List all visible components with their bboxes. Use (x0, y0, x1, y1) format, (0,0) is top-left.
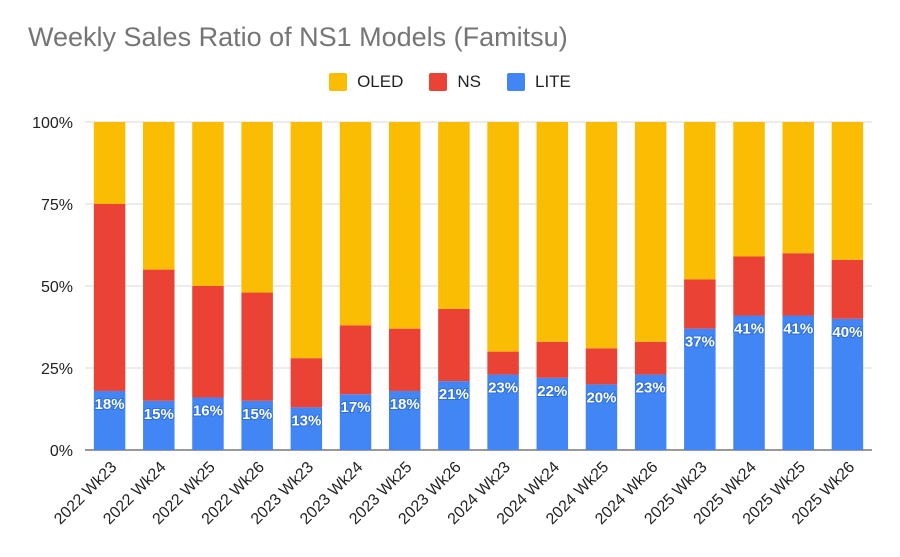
data-label-lite: 18% (390, 396, 420, 413)
data-label-lite: 13% (291, 412, 321, 429)
y-tick-label: 25% (41, 361, 73, 378)
bar-segment-ns (733, 256, 764, 315)
bar-segment-ns (782, 253, 813, 315)
data-label-lite: 40% (832, 324, 862, 341)
bar-segment-ns (192, 286, 223, 398)
bar-segment-ns (143, 270, 174, 401)
bar-segment-oled (241, 122, 272, 293)
bar-segment-ns (537, 342, 568, 378)
bar-segment-ns (586, 348, 617, 384)
data-label-lite: 37% (685, 334, 715, 351)
data-label-lite: 23% (488, 380, 518, 397)
data-label-lite: 15% (242, 406, 272, 423)
data-label-lite: 22% (537, 383, 567, 400)
data-label-lite: 21% (439, 386, 469, 403)
bar-segment-ns (291, 358, 322, 407)
bar-segment-oled (340, 122, 371, 325)
bar-segment-oled (537, 122, 568, 342)
y-tick-label: 75% (41, 197, 73, 214)
bar-segment-ns (832, 260, 863, 319)
y-tick-label: 50% (41, 279, 73, 296)
y-tick-label: 0% (50, 443, 73, 460)
bar-segment-oled (438, 122, 469, 309)
data-label-lite: 23% (636, 380, 666, 397)
bar-segment-oled (389, 122, 420, 329)
bar-segment-ns (94, 204, 125, 391)
bar-segment-ns (684, 279, 715, 328)
bar-segment-oled (782, 122, 813, 253)
bar-segment-oled (143, 122, 174, 270)
bar-segment-ns (340, 325, 371, 394)
bar-segment-oled (832, 122, 863, 260)
bar-segment-ns (438, 309, 469, 381)
bar-segment-oled (635, 122, 666, 342)
data-label-lite: 41% (734, 321, 764, 338)
data-label-lite: 20% (586, 389, 616, 406)
bar-segment-oled (192, 122, 223, 286)
data-label-lite: 41% (783, 321, 813, 338)
data-label-lite: 15% (144, 406, 174, 423)
bar-segment-ns (389, 329, 420, 391)
bar-segment-ns (241, 293, 272, 401)
bar-segment-oled (94, 122, 125, 204)
bar-segment-oled (684, 122, 715, 279)
bar-segment-ns (487, 352, 518, 375)
bar-segment-oled (291, 122, 322, 358)
y-tick-label: 100% (32, 115, 73, 132)
bar-segment-oled (733, 122, 764, 256)
bar-segment-ns (635, 342, 666, 375)
data-label-lite: 16% (193, 403, 223, 420)
bar-segment-oled (586, 122, 617, 348)
data-label-lite: 18% (95, 396, 125, 413)
bar-segment-oled (487, 122, 518, 352)
data-label-lite: 17% (341, 399, 371, 416)
